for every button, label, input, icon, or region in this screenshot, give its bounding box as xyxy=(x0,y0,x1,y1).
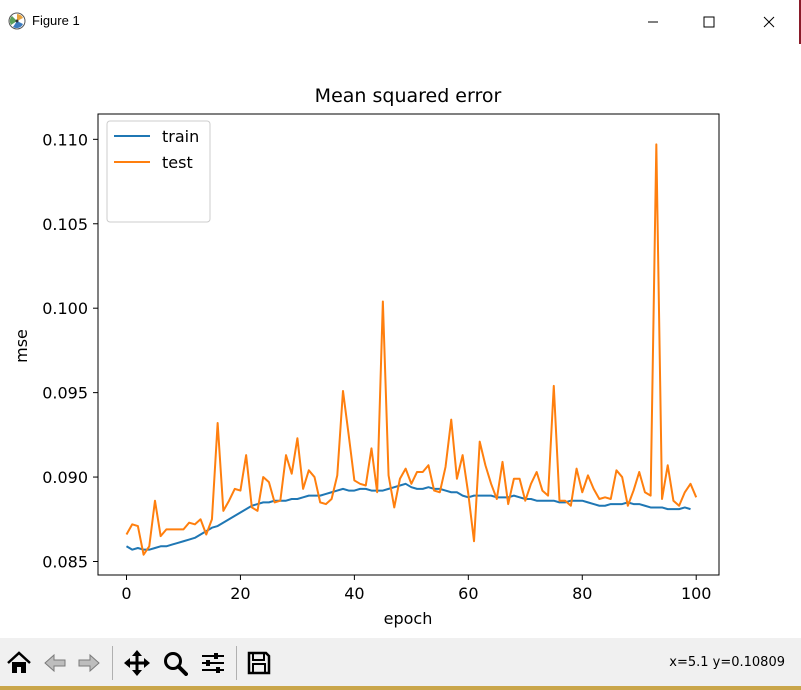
configure-subplots-button[interactable] xyxy=(198,646,228,680)
figure-canvas[interactable]: Mean squared error epoch mse 0 20 40 60 80 10… xyxy=(0,44,801,644)
x-tick-label: 20 xyxy=(230,584,250,603)
pan-button[interactable] xyxy=(122,646,152,680)
app-icon xyxy=(8,12,26,30)
home-icon xyxy=(7,651,31,673)
minimize-icon xyxy=(648,21,658,23)
save-icon xyxy=(247,651,271,675)
legend[interactable]: train test xyxy=(106,120,211,223)
y-tick-label: 0.090 xyxy=(42,468,88,487)
forward-button[interactable] xyxy=(74,646,104,680)
save-button[interactable] xyxy=(244,646,274,680)
zoom-icon xyxy=(164,652,188,676)
x-tick-label: 100 xyxy=(681,584,712,603)
y-tick-label: 0.085 xyxy=(42,552,88,571)
cursor-coordinates: x=5.1 y=0.10809 xyxy=(669,655,785,670)
y-tick-label: 0.105 xyxy=(42,215,88,234)
y-tick-label: 0.110 xyxy=(42,130,88,149)
close-button[interactable] xyxy=(740,0,798,44)
window-title: Figure 1 xyxy=(32,13,80,28)
close-icon xyxy=(763,16,775,28)
home-button[interactable] xyxy=(4,646,34,680)
y-tick-label: 0.100 xyxy=(42,299,88,318)
y-axis-label: mse xyxy=(12,329,31,363)
configure-subplots-icon xyxy=(202,653,224,673)
plot-area-frame xyxy=(97,113,720,576)
navigation-toolbar xyxy=(0,638,801,690)
toolbar-separator xyxy=(236,646,237,680)
x-tick-label: 80 xyxy=(572,584,592,603)
maximize-button[interactable] xyxy=(680,0,738,44)
chart-title: Mean squared error xyxy=(315,85,502,107)
x-tick-label: 60 xyxy=(458,584,478,603)
title-bar[interactable]: Figure 1 xyxy=(0,0,801,44)
legend-box xyxy=(106,120,211,223)
forward-icon xyxy=(78,653,100,673)
back-button[interactable] xyxy=(40,646,70,680)
legend-train-label: train xyxy=(162,127,199,146)
legend-test-label: test xyxy=(162,153,193,172)
zoom-button[interactable] xyxy=(160,646,190,680)
series-line-test xyxy=(125,143,698,556)
toolbar-separator xyxy=(112,646,113,680)
series-line-train xyxy=(125,482,691,551)
pan-icon xyxy=(124,650,150,676)
y-tick-label: 0.095 xyxy=(42,384,88,403)
maximize-icon xyxy=(703,16,715,28)
taskbar-strip xyxy=(0,686,801,690)
x-tick-label: 0 xyxy=(121,584,131,603)
x-axis-label: epoch xyxy=(384,609,433,628)
x-tick-label: 40 xyxy=(344,584,364,603)
back-icon xyxy=(44,653,66,673)
mse-chart[interactable]: Mean squared error epoch mse 0 20 40 60 80 10… xyxy=(0,44,801,644)
minimize-button[interactable] xyxy=(624,0,682,44)
